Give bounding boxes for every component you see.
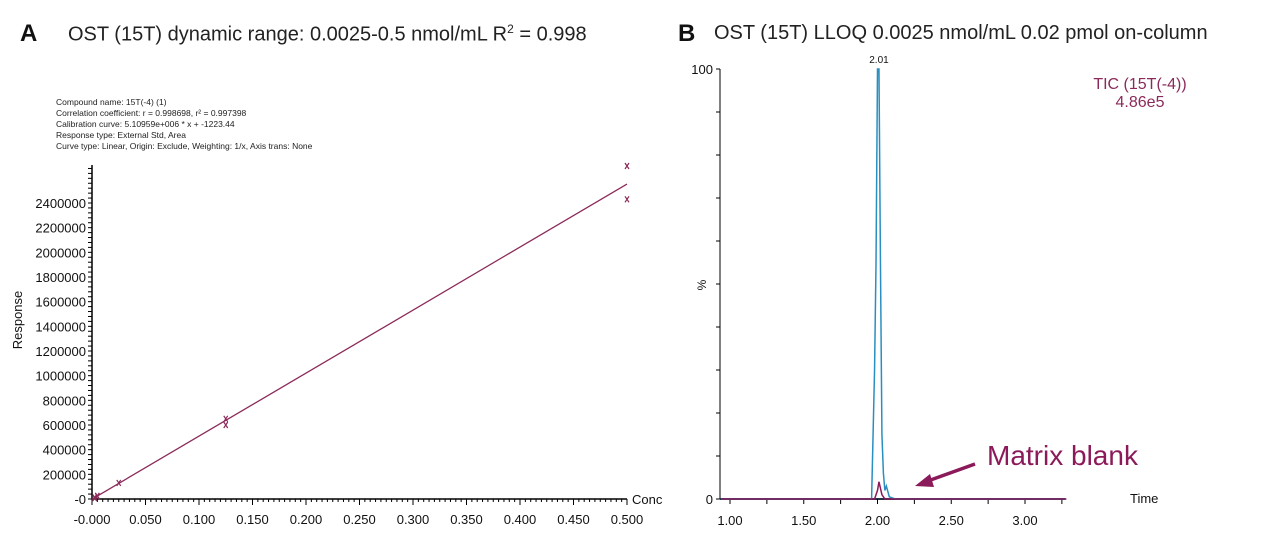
data-point [223,421,229,429]
y-tick-label: 400000 [43,443,86,458]
y-tick-label: 1600000 [35,295,86,310]
x-tick-label-b: 3.00 [1012,513,1037,528]
y-tick-label: 200000 [43,467,86,482]
x-tick-label: 0.250 [343,512,376,527]
info-line: Curve type: Linear, Origin: Exclude, Wei… [56,141,313,151]
data-point [223,415,229,423]
trace-label: TIC (15T(-4)) 4.86e5 [1090,76,1190,112]
y-tick-label-b: 0 [706,492,713,507]
x-tick-label: -0.000 [74,512,111,527]
info-line: Calibration curve: 5.10959e+006 * x + -1… [56,119,235,129]
y-tick-label: 2000000 [35,245,86,260]
panel-b-letter: B [678,20,696,47]
panel-a-letter: A [20,20,38,47]
arrow-shaft [924,462,976,484]
x-tick-label: 0.150 [236,512,269,527]
y-tick-label: 1800000 [35,270,86,285]
y-tick-label: 600000 [43,418,86,433]
data-point [624,162,630,170]
y-tick-label-b: 100 [691,62,713,77]
info-line: Correlation coefficient: r = 0.998698, r… [56,108,247,118]
calibration-info: Compound name: 15T(-4) (1) Correlation c… [56,97,312,152]
panel-a-title-end: = 0.998 [513,23,587,46]
trace-name: TIC (15T(-4)) [1093,76,1187,93]
data-point [94,492,100,500]
info-line: Response type: External Std, Area [56,130,186,140]
y-tick-label: 2400000 [35,196,86,211]
y-tick-label: 1000000 [35,369,86,384]
data-point [624,195,630,203]
x-axis-label: Conc [632,492,663,507]
x-tick-label: 0.200 [290,512,323,527]
peak-label: 2.01 [869,55,889,66]
panel-a-title-sup: 2 [507,22,514,36]
x-tick-label: 0.300 [397,512,430,527]
series-line [721,481,1067,500]
fit-line [91,183,628,500]
x-tick-label: 0.500 [611,512,644,527]
info-line: Compound name: 15T(-4) (1) [56,97,167,107]
data-point [92,494,98,502]
x-tick-label: 0.450 [557,512,590,527]
x-tick-label-b: 1.50 [791,513,816,528]
panel-b-title: OST (15T) LLOQ 0.0025 nmol/mL 0.02 pmol … [714,22,1208,44]
x-tick-label-b: 2.00 [865,513,890,528]
series-line [721,68,1067,500]
arrow-head [915,474,934,487]
y-axis-label-b: % [695,279,709,290]
x-axis-label-b: Time [1130,491,1158,506]
x-tick-label: 0.400 [504,512,537,527]
x-tick-label-b: 2.50 [939,513,964,528]
matrix-blank-annotation: Matrix blank [987,440,1138,471]
y-axis-label: Response [10,291,25,350]
data-point [116,479,122,487]
x-tick-label: 0.100 [183,512,216,527]
y-tick-label: 2200000 [35,221,86,236]
y-tick-label: -0 [74,492,86,507]
x-tick-label: 0.350 [450,512,483,527]
y-tick-label: 1400000 [35,319,86,334]
panel-a-title-text: OST (15T) dynamic range: 0.0025-0.5 nmol… [68,23,508,46]
y-tick-label: 800000 [43,393,86,408]
panel-a-title: OST (15T) dynamic range: 0.0025-0.5 nmol… [68,22,587,47]
x-tick-label-b: 1.00 [717,513,742,528]
y-tick-label: 1200000 [35,344,86,359]
x-tick-label: 0.050 [129,512,162,527]
trace-intensity: 4.86e5 [1115,94,1165,111]
